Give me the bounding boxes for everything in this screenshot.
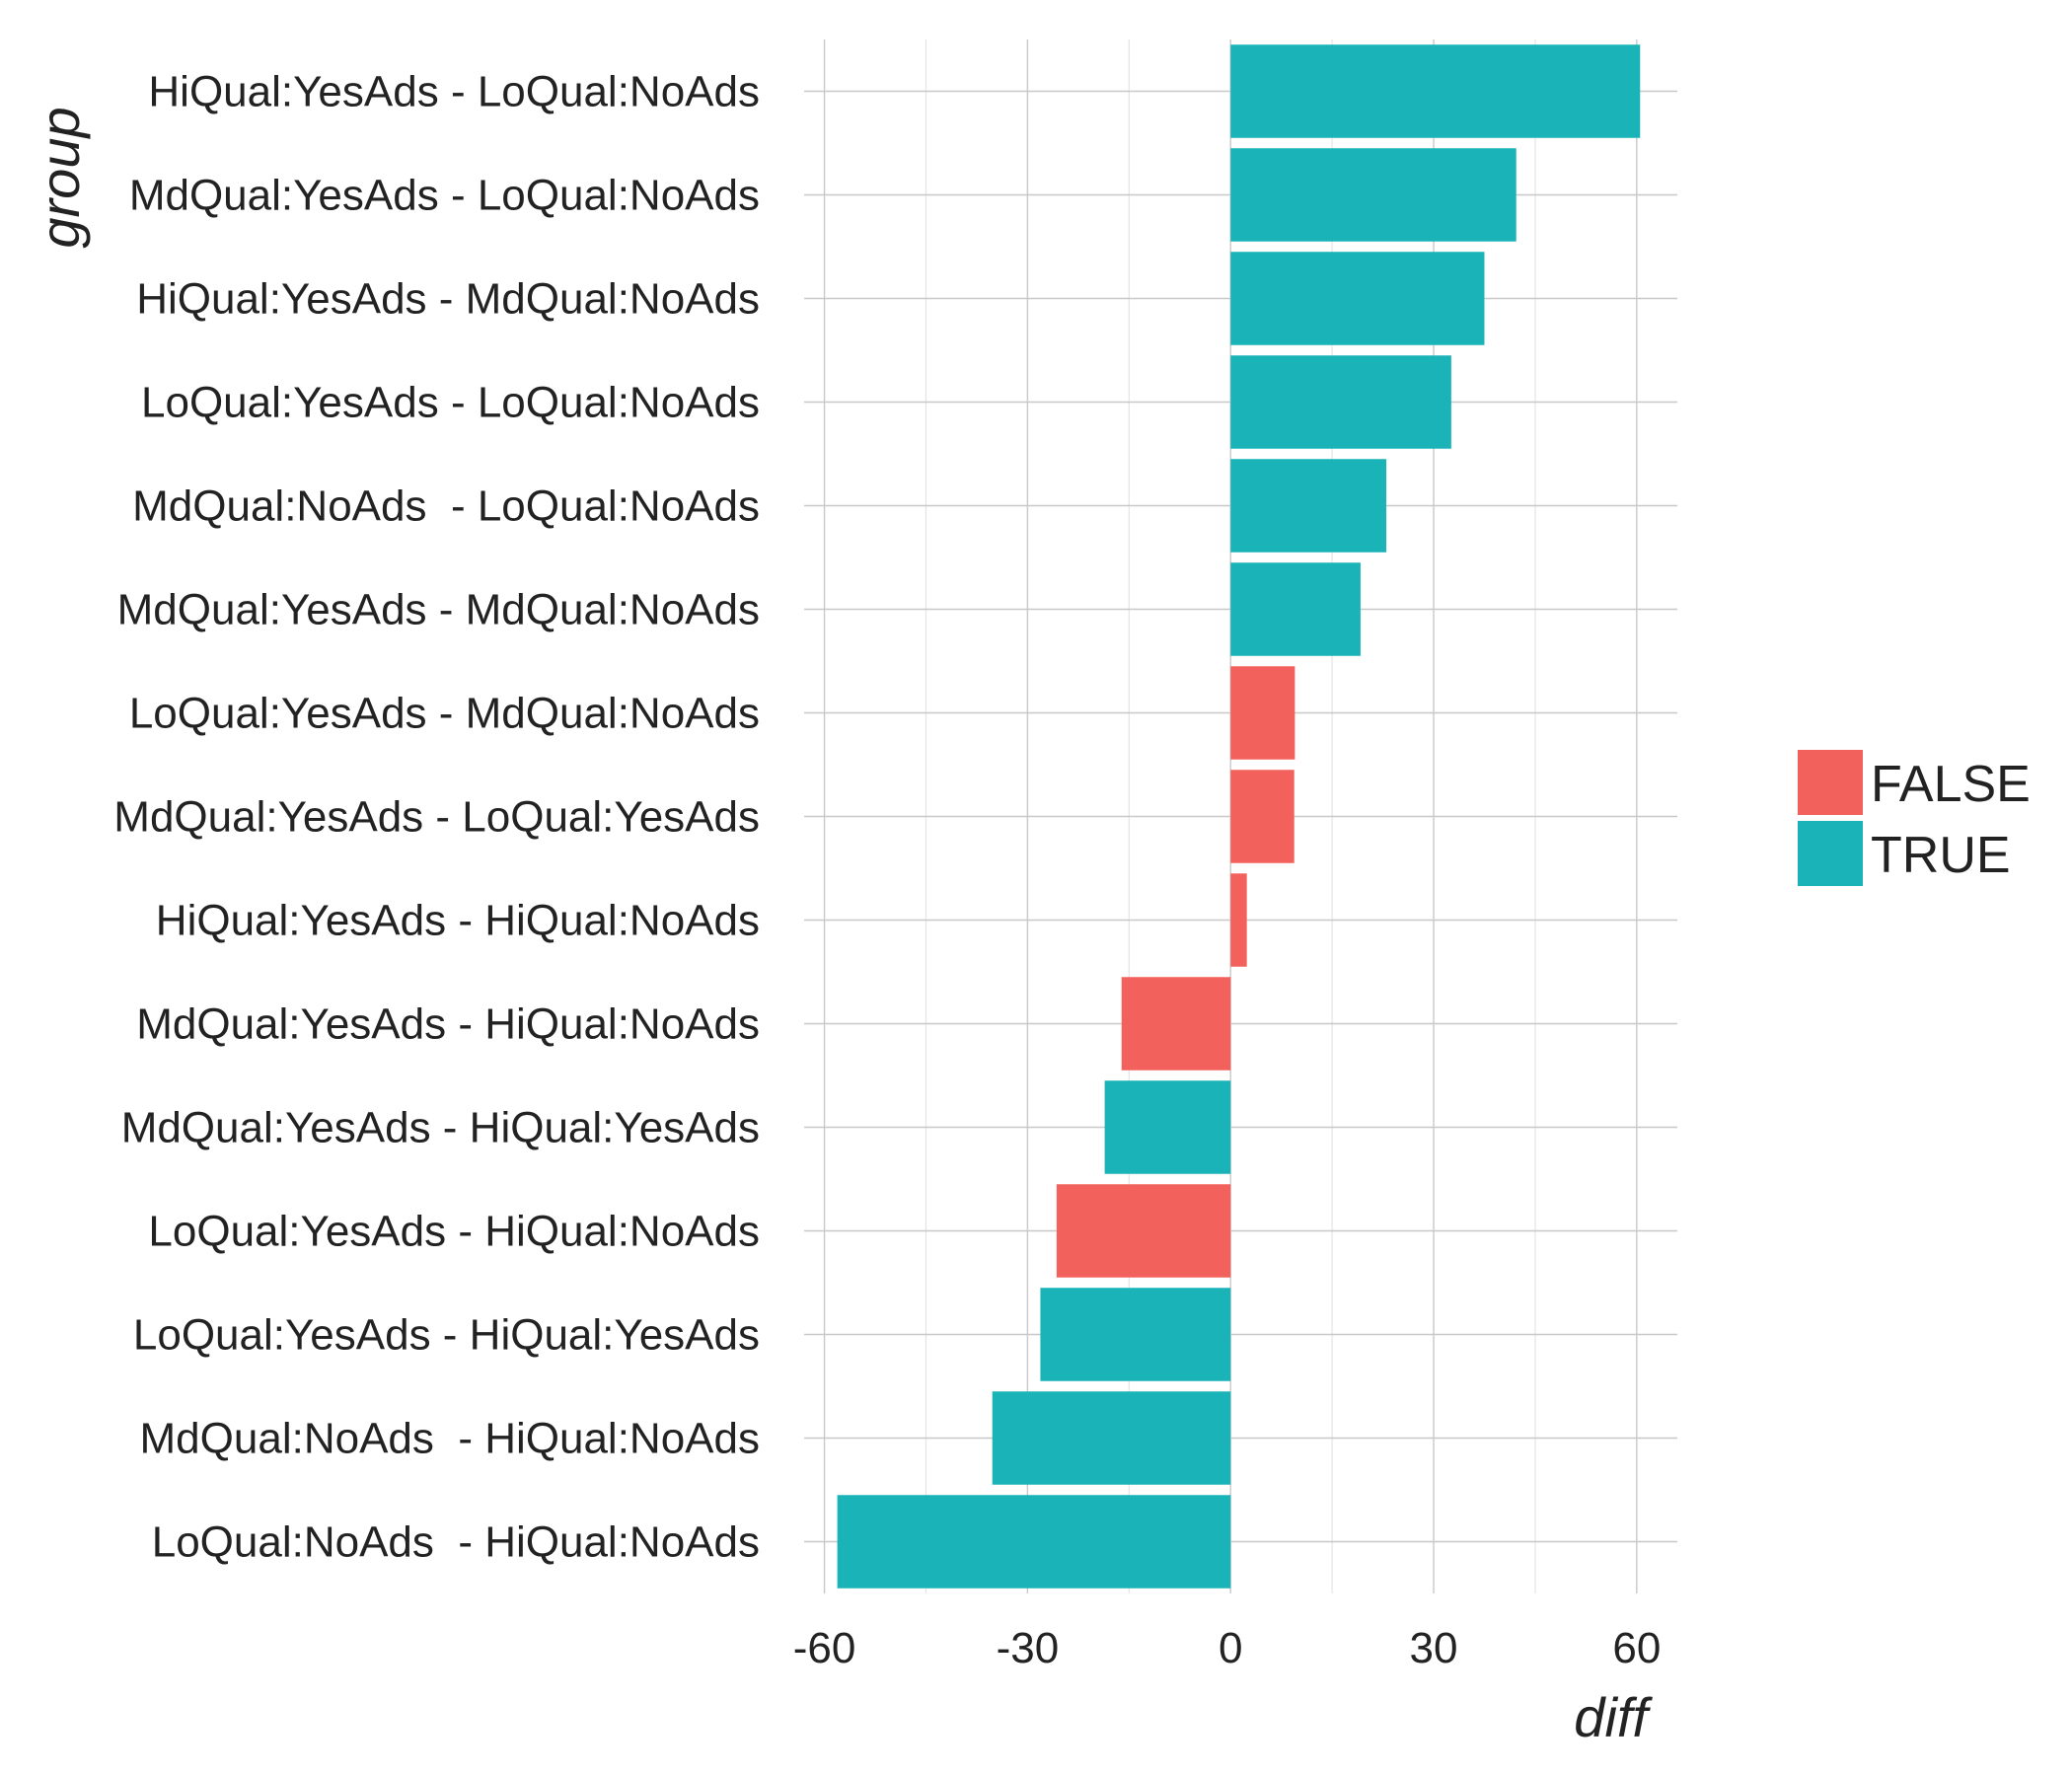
x-tick-label: -30 bbox=[997, 1624, 1060, 1672]
x-tick-label: 30 bbox=[1410, 1624, 1458, 1672]
bar bbox=[1040, 1288, 1231, 1381]
legend-swatch bbox=[1798, 750, 1863, 815]
category-label: MdQual:NoAds - HiQual:NoAds bbox=[140, 1415, 760, 1463]
x-tick-label: -60 bbox=[793, 1624, 856, 1672]
category-label: MdQual:NoAds - LoQual:NoAds bbox=[132, 482, 760, 531]
bars bbox=[837, 44, 1641, 1589]
category-label: MdQual:YesAds - MdQual:NoAds bbox=[117, 586, 760, 634]
category-label: MdQual:YesAds - HiQual:NoAds bbox=[136, 1000, 760, 1049]
category-label: HiQual:YesAds - HiQual:NoAds bbox=[156, 897, 760, 945]
bar bbox=[1230, 355, 1451, 449]
bar bbox=[1230, 459, 1386, 553]
category-label: LoQual:YesAds - HiQual:NoAds bbox=[148, 1208, 760, 1256]
category-label: MdQual:YesAds - HiQual:YesAds bbox=[121, 1104, 760, 1152]
y-axis-title: group bbox=[29, 107, 91, 248]
bar bbox=[837, 1495, 1231, 1589]
category-label: HiQual:YesAds - LoQual:NoAds bbox=[148, 68, 760, 116]
bar bbox=[992, 1391, 1231, 1485]
category-label: LoQual:YesAds - LoQual:NoAds bbox=[141, 379, 760, 427]
category-label: LoQual:YesAds - MdQual:NoAds bbox=[129, 690, 760, 738]
category-label: HiQual:YesAds - MdQual:NoAds bbox=[136, 275, 760, 324]
legend: FALSE TRUE bbox=[1798, 750, 2031, 886]
legend-swatch bbox=[1798, 821, 1863, 886]
x-tick-labels: -60 -30 0 30 60 bbox=[793, 1624, 1662, 1672]
category-labels: HiQual:YesAds - LoQual:NoAds MdQual:YesAd… bbox=[113, 68, 760, 1567]
legend-label: FALSE bbox=[1871, 756, 2031, 813]
bar bbox=[1056, 1184, 1231, 1278]
bar bbox=[1104, 1080, 1231, 1174]
legend-label: TRUE bbox=[1871, 827, 2011, 884]
bar bbox=[1121, 977, 1231, 1071]
x-tick-label: 0 bbox=[1219, 1624, 1242, 1672]
category-label: MdQual:YesAds - LoQual:NoAds bbox=[129, 172, 760, 220]
category-label: LoQual:NoAds - HiQual:NoAds bbox=[152, 1518, 760, 1567]
bar bbox=[1230, 252, 1485, 345]
category-label: MdQual:YesAds - LoQual:YesAds bbox=[113, 793, 760, 842]
bar bbox=[1230, 44, 1641, 138]
bar bbox=[1230, 770, 1295, 863]
category-label: LoQual:YesAds - HiQual:YesAds bbox=[133, 1311, 760, 1360]
x-axis-title: diff bbox=[1574, 1686, 1653, 1748]
bar bbox=[1230, 148, 1517, 242]
bar bbox=[1230, 562, 1361, 656]
x-tick-label: 60 bbox=[1612, 1624, 1661, 1672]
bar bbox=[1230, 873, 1247, 967]
bar bbox=[1230, 666, 1295, 760]
